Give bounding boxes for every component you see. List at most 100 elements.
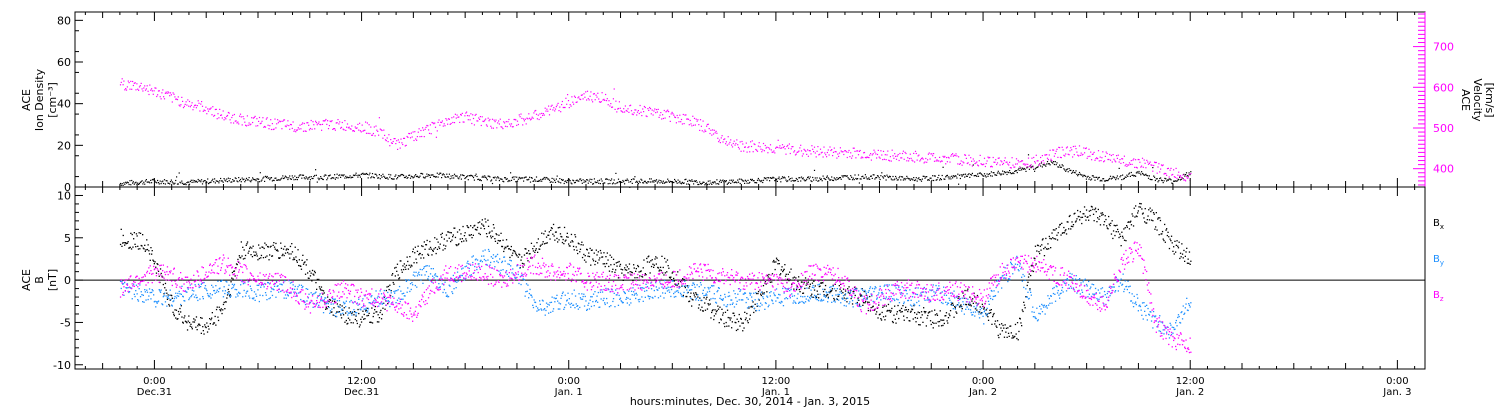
data-point: [996, 320, 999, 322]
data-point: [590, 305, 593, 308]
data-point: [220, 310, 222, 312]
data-point: [910, 157, 912, 159]
data-point: [559, 308, 561, 310]
data-point: [433, 175, 435, 178]
data-point: [609, 105, 611, 107]
data-point: [308, 124, 310, 126]
data-point: [361, 316, 363, 318]
data-point: [513, 274, 515, 276]
data-point: [222, 110, 224, 112]
data-point: [295, 178, 297, 181]
data-point: [1039, 252, 1041, 255]
data-point: [430, 174, 432, 176]
data-point: [646, 182, 648, 184]
data-point: [762, 293, 764, 295]
data-point: [524, 248, 526, 250]
data-point: [509, 259, 511, 261]
data-point: [266, 299, 268, 301]
data-point: [442, 125, 444, 127]
data-point: [550, 105, 552, 107]
data-point: [1144, 221, 1146, 223]
data-point: [827, 149, 829, 151]
data-point: [1141, 165, 1143, 167]
data-point: [481, 255, 483, 257]
data-point: [512, 249, 515, 252]
data-point: [264, 125, 266, 128]
data-point: [1126, 165, 1128, 167]
data-point: [182, 100, 184, 102]
data-point: [728, 181, 730, 183]
data-point: [854, 174, 856, 176]
data-point: [454, 278, 456, 280]
data-point: [527, 284, 529, 286]
data-point: [624, 183, 626, 185]
data-point: [528, 250, 530, 252]
data-point: [559, 226, 561, 229]
data-point: [947, 322, 949, 324]
data-point: [519, 116, 521, 118]
data-point: [479, 260, 481, 262]
data-point: [1159, 217, 1161, 219]
data-point: [1152, 167, 1154, 169]
data-point: [651, 296, 653, 299]
data-point: [595, 182, 597, 184]
data-point: [215, 108, 217, 110]
data-point: [297, 286, 299, 288]
data-point: [734, 321, 736, 324]
data-point: [774, 152, 776, 154]
data-point: [594, 181, 596, 183]
data-point: [887, 309, 889, 312]
data-point: [1072, 145, 1074, 148]
data-point: [405, 268, 407, 270]
data-point: [153, 90, 155, 92]
data-point: [1120, 162, 1122, 164]
data-point: [676, 284, 678, 286]
data-point: [648, 255, 650, 257]
data-point: [289, 123, 292, 126]
data-point: [425, 244, 427, 246]
data-point: [394, 292, 396, 294]
data-point: [774, 180, 776, 182]
data-point: [810, 295, 812, 297]
data-point: [233, 180, 235, 182]
data-point: [522, 278, 524, 280]
data-point: [492, 257, 494, 259]
data-point: [699, 129, 701, 131]
data-point: [635, 109, 637, 111]
data-point: [178, 313, 180, 315]
data-point: [236, 293, 238, 295]
data-point: [485, 176, 487, 178]
data-point: [186, 182, 188, 184]
data-point: [1035, 167, 1037, 169]
data-point: [375, 311, 377, 313]
data-point: [945, 176, 947, 178]
bottom-left-tick-label: -10: [53, 359, 71, 372]
data-point: [294, 175, 296, 177]
data-point: [280, 283, 283, 285]
data-point: [844, 290, 847, 292]
data-point: [347, 127, 349, 129]
data-point: [539, 245, 541, 247]
data-point: [825, 295, 827, 297]
data-point: [594, 263, 596, 266]
data-point: [469, 119, 471, 121]
data-point: [572, 179, 574, 181]
data-point: [494, 266, 496, 268]
data-point: [155, 272, 158, 274]
data-point: [716, 179, 718, 181]
data-point: [560, 235, 562, 238]
data-point: [504, 246, 506, 248]
data-point: [368, 312, 370, 314]
data-point: [820, 152, 822, 154]
data-point: [1163, 173, 1165, 175]
data-point: [446, 119, 448, 121]
data-point: [991, 175, 993, 177]
data-point: [498, 120, 500, 122]
data-point: [859, 294, 861, 296]
data-point: [1076, 218, 1078, 220]
data-point: [992, 314, 994, 316]
data-point: [549, 181, 551, 183]
data-point: [148, 288, 151, 290]
data-point: [585, 300, 587, 302]
data-point: [845, 298, 847, 300]
